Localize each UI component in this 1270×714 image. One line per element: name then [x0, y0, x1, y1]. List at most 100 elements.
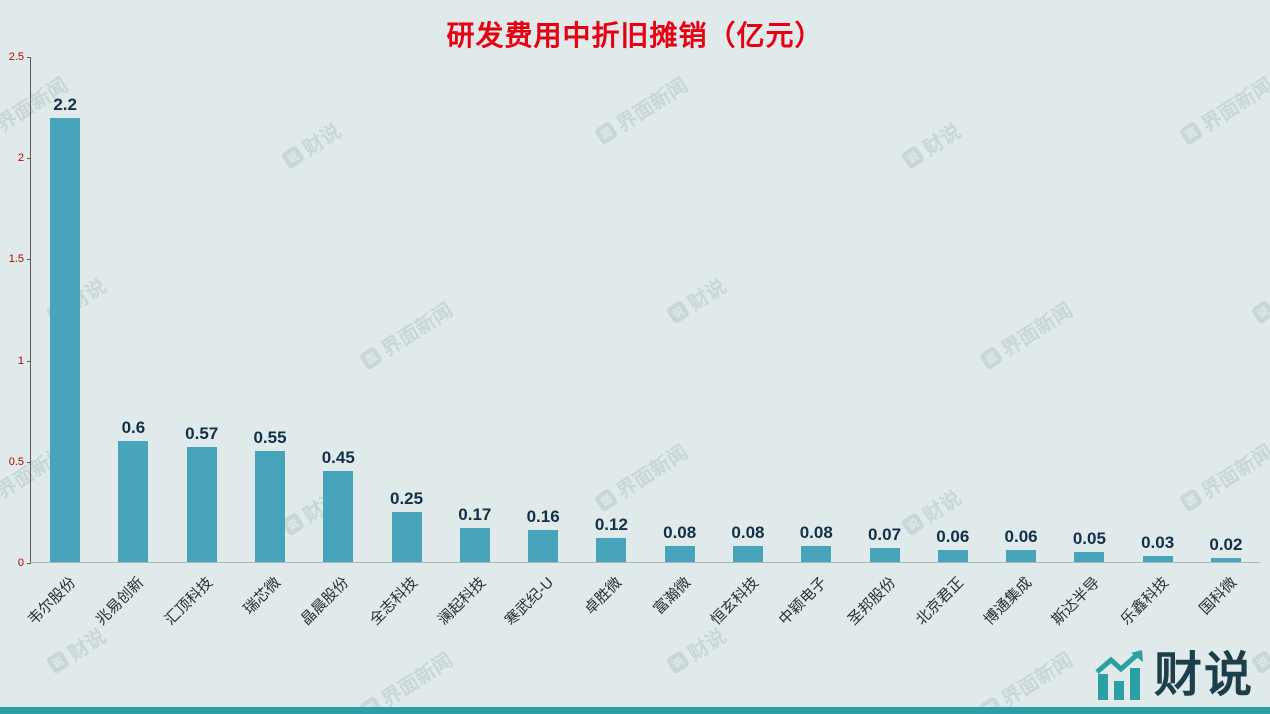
y-axis-tick-mark [27, 360, 31, 362]
bar-value-label: 2.2 [53, 94, 77, 114]
bar: 0.57 [185, 424, 218, 562]
watermark-text: 界面新闻 [377, 649, 458, 712]
y-axis-tick-label: 2 [17, 152, 24, 165]
bar: 0.55 [253, 428, 287, 562]
y-axis-tick-label: 2.5 [8, 51, 24, 63]
bar-value-label: 0.6 [121, 417, 146, 437]
bar-value-label: 0.57 [185, 423, 219, 443]
caishuo-logo-text: 财说 [1153, 649, 1254, 702]
bar-value-label: 0.08 [663, 522, 697, 542]
bar: 0.25 [390, 489, 423, 562]
bar-band: 0.17 澜起科技 [435, 57, 509, 629]
y-axis-tick-mark [27, 461, 31, 463]
y-axis-tick-mark [27, 563, 31, 564]
bar-value-label: 0.03 [1141, 532, 1175, 552]
x-axis-label: 寒武纪-U [502, 574, 558, 630]
bar: 0.6 [118, 418, 149, 562]
bar-band: 0.02 国科微 [1192, 57, 1260, 618]
bar: 0.03 [1141, 533, 1174, 562]
caishuo-logo: 财说 [1094, 650, 1254, 702]
x-axis-label: 中颖电子 [775, 574, 831, 629]
bar: 0.17 [458, 505, 491, 562]
bar-band: 0.12 卓胜微 [577, 57, 645, 618]
bar: 0.08 [663, 523, 696, 562]
watermark-text: 财说 [1266, 270, 1270, 316]
bar-value-label: 0.08 [799, 522, 833, 542]
chart-title: 研发费用中折旧摊销（亿元） [446, 20, 824, 51]
bar-band: 0.08 中颖电子 [776, 57, 850, 629]
bar-value-label: 0.07 [867, 524, 902, 544]
watermark-text: 财说 [1266, 620, 1270, 666]
y-axis-tick-mark [27, 158, 31, 160]
y-axis-tick-label: 0 [17, 557, 24, 569]
bar-value-label: 0.02 [1209, 534, 1243, 554]
bar: 0.08 [731, 523, 765, 562]
x-axis-label: 澜起科技 [434, 574, 489, 629]
watermark-text: 界面新闻 [997, 649, 1078, 712]
x-axis-label: 恒玄科技 [707, 574, 763, 629]
bar-band: 0.08 恒玄科技 [708, 57, 782, 629]
bar: 0.07 [868, 525, 901, 562]
bar: 0.02 [1209, 535, 1242, 562]
bar-value-label: 0.05 [1072, 528, 1106, 548]
bar-band: 0.06 北京君正 [912, 57, 987, 629]
x-axis-label: 乐鑫科技 [1117, 574, 1172, 629]
bar-band: 0.45 晶晨股份 [298, 57, 372, 628]
bar-value-label: 0.45 [321, 448, 355, 468]
y-axis-tick-label: 0.5 [8, 455, 24, 468]
x-axis-label: 晶晨股份 [297, 574, 353, 629]
bar-value-label: 0.12 [594, 514, 628, 534]
bar: 0.06 [1005, 527, 1038, 562]
bar: 0.05 [1073, 529, 1106, 562]
bar: 0.45 [322, 448, 355, 562]
x-axis-label: 瑞芯微 [240, 574, 285, 618]
x-axis-label: 全志科技 [366, 574, 421, 629]
watermark-caishuo: 说财说 [42, 620, 111, 679]
x-axis-label: 富瀚微 [649, 574, 694, 618]
bar-value-label: 0.08 [731, 522, 765, 542]
bar-band: 0.57 汇顶科技 [161, 57, 236, 629]
caishuo-watermark-icon: 说 [45, 649, 71, 675]
bar-value-label: 0.06 [936, 526, 970, 546]
bar-band: 0.55 瑞芯微 [236, 57, 304, 618]
bar-value-label: 0.06 [1004, 526, 1038, 546]
bar: 0.16 [527, 507, 560, 562]
x-axis-label: 韦尔股份 [24, 574, 80, 629]
watermark-text: 财说 [684, 625, 731, 666]
y-axis-tick-mark [27, 57, 31, 58]
x-axis-label: 斯达半导 [1049, 574, 1104, 629]
x-axis-label: 国科微 [1196, 574, 1241, 618]
bar: 0.08 [800, 523, 833, 562]
y-axis-tick-label: 1 [17, 354, 24, 367]
bar-band: 0.05 斯达半导 [1049, 57, 1123, 629]
bar-band: 0.6 兆易创新 [93, 57, 167, 629]
footer-strip [0, 707, 1270, 714]
x-axis-label: 北京君正 [912, 574, 967, 629]
bar-band: 2.2 韦尔股份 [25, 57, 99, 629]
bars-container: 2.2 韦尔股份 0.6 兆易创新 0.57 汇顶科技 0.55 瑞芯微 0.45 晶晨股份 0.2… [25, 57, 1260, 630]
bar: 0.06 [936, 527, 969, 562]
bar-band: 0.03 乐鑫科技 [1117, 57, 1192, 629]
bar-band: 0.25 全志科技 [366, 57, 440, 629]
bar-band: 0.08 富瀚微 [646, 57, 714, 618]
caishuo-watermark-icon: 说 [665, 649, 691, 675]
plot-area: 0 0.5 1 1.5 2 2.5 2.2 韦尔股份 0.6 兆易创新 0.57 汇顶科技 0.55 瑞芯… [9, 51, 1260, 630]
x-axis-label: 兆易创新 [93, 574, 148, 629]
chart-logo-icon [1095, 650, 1143, 700]
x-axis-label: 博通集成 [980, 574, 1036, 629]
bar: 2.2 [50, 95, 81, 562]
x-axis-label: 圣邦股份 [844, 574, 899, 629]
bar-band: 0.06 博通集成 [981, 57, 1055, 629]
bar-value-label: 0.55 [253, 427, 287, 447]
x-axis-label: 汇顶科技 [161, 574, 216, 629]
bar-value-label: 0.16 [526, 506, 560, 526]
bar: 0.12 [595, 515, 628, 562]
bar-value-label: 0.17 [458, 504, 492, 524]
bar-band: 0.16 寒武纪-U [502, 57, 577, 629]
bar-band: 0.07 圣邦股份 [844, 57, 918, 629]
y-axis-tick-label: 1.5 [8, 253, 24, 266]
bar-value-label: 0.25 [390, 488, 424, 508]
